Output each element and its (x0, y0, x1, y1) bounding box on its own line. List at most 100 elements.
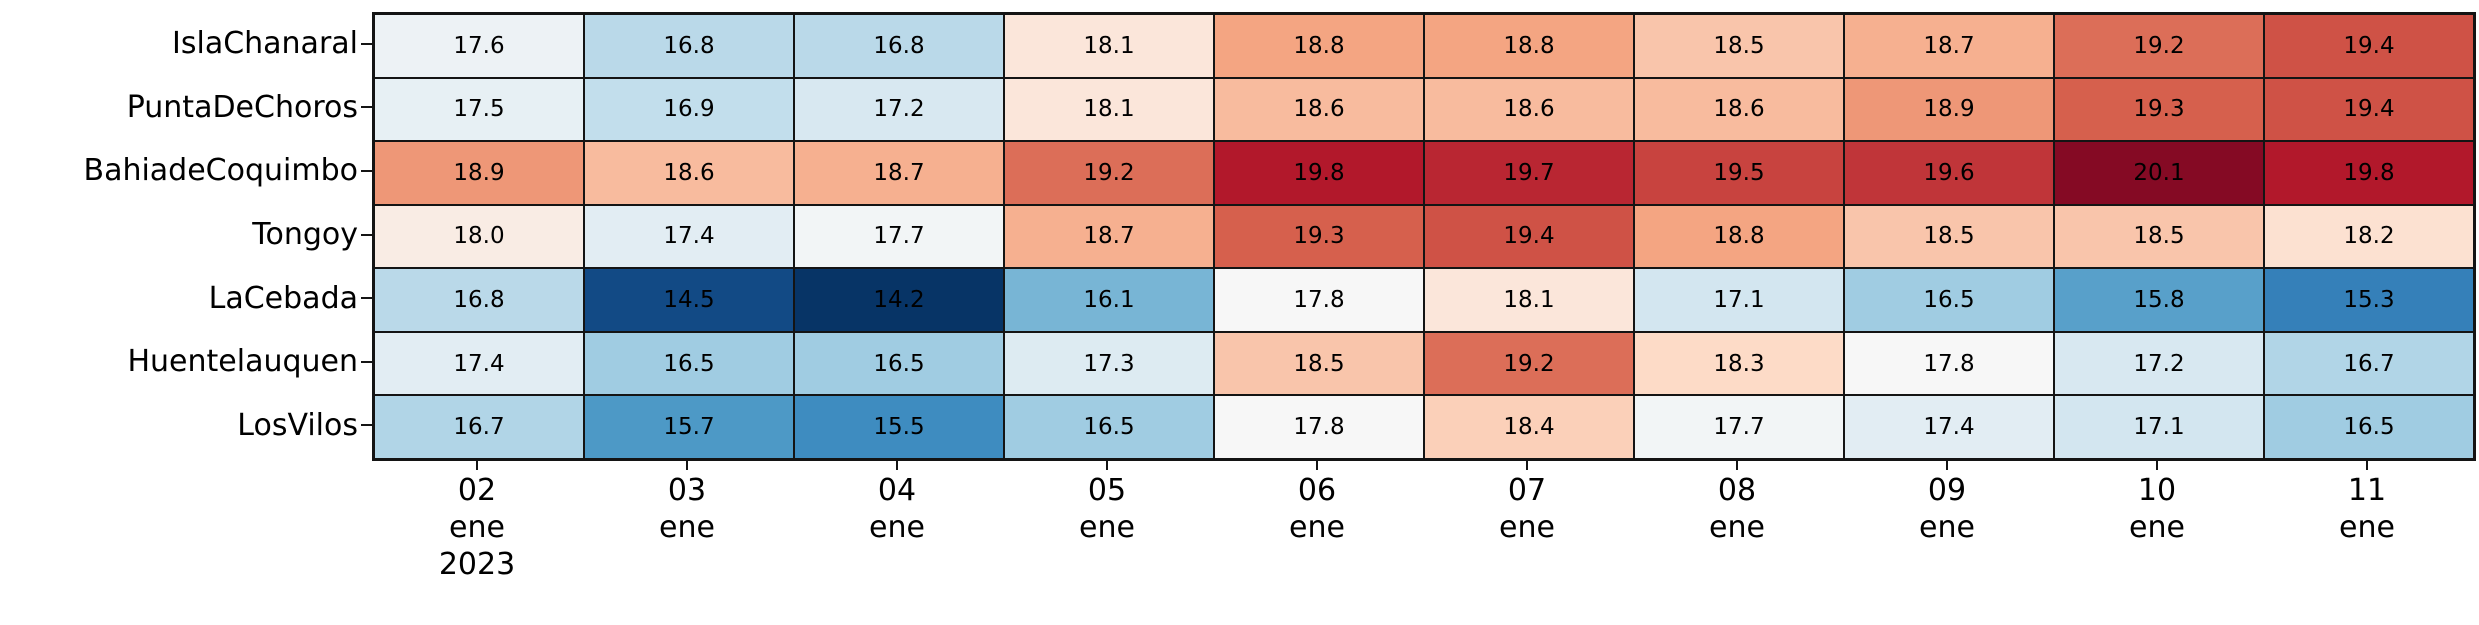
heatmap-cell-r3-c10: 19.8 (2264, 141, 2474, 205)
heatmap-cell-r7-c3: 15.5 (794, 395, 1004, 459)
heatmap-cell-r3-c4: 19.2 (1004, 141, 1214, 205)
x-tick-label-line: ene (449, 510, 505, 545)
heatmap-cell-r2-c4: 18.1 (1004, 77, 1214, 142)
x-tick-label: 07 ene (1422, 472, 1632, 546)
heatmap-cell-r5-c2: 14.5 (584, 268, 794, 332)
y-tick-label: LaCebada (208, 280, 358, 316)
heatmap-cell-r1-c4: 18.1 (1004, 14, 1214, 78)
heatmap-cell-r2-c5: 18.6 (1214, 77, 1424, 142)
heatmap-cell-r3-c5: 19.8 (1214, 141, 1424, 205)
x-tick-mark (686, 459, 688, 470)
heatmap-cell-r4-c1: 18.0 (374, 204, 584, 269)
heatmap-cell-r4-c10: 18.2 (2264, 204, 2474, 269)
heatmap-cell-r4-c4: 18.7 (1004, 204, 1214, 269)
x-tick-label: 10 ene (2052, 472, 2262, 546)
heatmap-cell-r6-c3: 16.5 (794, 331, 1004, 396)
x-tick-mark (2156, 459, 2158, 470)
x-tick-label: 11 ene (2262, 472, 2472, 546)
x-tick-label-line: 2023 (438, 547, 516, 582)
heatmap-cell-r4-c3: 17.7 (794, 204, 1004, 269)
heatmap-cell-r5-c7: 17.1 (1634, 268, 1844, 332)
y-tick-label: BahiadeCoquimbo (83, 153, 358, 189)
heatmap-cell-r3-c1: 18.9 (374, 141, 584, 205)
heatmap-cell-r2-c1: 17.5 (374, 77, 584, 142)
heatmap-cell-r1-c6: 18.8 (1424, 14, 1634, 78)
x-tick-label-line: 04 (877, 473, 917, 508)
x-tick-label-line: 07 (1507, 473, 1547, 508)
heatmap-cell-r3-c7: 19.5 (1634, 141, 1844, 205)
x-tick-label-line: ene (2339, 510, 2395, 545)
heatmap-cell-r2-c9: 19.3 (2054, 77, 2264, 142)
heatmap-cell-r1-c5: 18.8 (1214, 14, 1424, 78)
x-tick-label-line: 05 (1087, 473, 1127, 508)
x-tick-label-line: ene (1709, 510, 1765, 545)
heatmap-cell-r6-c1: 17.4 (374, 331, 584, 396)
heatmap-cell-r6-c8: 17.8 (1844, 331, 2054, 396)
x-tick-label: 06 ene (1212, 472, 1422, 546)
y-tick-label: PuntaDeChoros (126, 89, 358, 125)
heatmap-cell-r1-c2: 16.8 (584, 14, 794, 78)
x-tick-label-line: ene (1079, 510, 1135, 545)
x-tick-label-line: ene (659, 510, 715, 545)
heatmap-cell-r5-c3: 14.2 (794, 268, 1004, 332)
x-tick-mark (2366, 459, 2368, 470)
heatmap-cell-r5-c5: 17.8 (1214, 268, 1424, 332)
heatmap-cell-r6-c2: 16.5 (584, 331, 794, 396)
x-tick-label-line: ene (1499, 510, 1555, 545)
heatmap-cell-r6-c9: 17.2 (2054, 331, 2264, 396)
heatmap-cell-r2-c8: 18.9 (1844, 77, 2054, 142)
heatmap-cell-r6-c5: 18.5 (1214, 331, 1424, 396)
y-tick-mark (361, 233, 372, 236)
heatmap-cell-r3-c2: 18.6 (584, 141, 794, 205)
y-tick-label: IslaChanaral (172, 26, 358, 62)
heatmap-cell-r7-c1: 16.7 (374, 395, 584, 459)
heatmap-cell-r5-c10: 15.3 (2264, 268, 2474, 332)
y-tick-mark (361, 42, 372, 45)
heatmap-cell-r6-c7: 18.3 (1634, 331, 1844, 396)
heatmap-cell-r5-c1: 16.8 (374, 268, 584, 332)
x-tick-label: 09 ene (1842, 472, 2052, 546)
y-tick-mark (361, 360, 372, 363)
x-tick-label: 05 ene (1002, 472, 1212, 546)
y-tick-label: LosVilos (237, 407, 358, 443)
heatmap-cell-r4-c5: 19.3 (1214, 204, 1424, 269)
x-tick-label: 02 ene 2023 (372, 472, 582, 583)
x-tick-label-line: 10 (2137, 473, 2177, 508)
heatmap-cell-r5-c6: 18.1 (1424, 268, 1634, 332)
x-tick-label-line: ene (2129, 510, 2185, 545)
heatmap-cell-r5-c9: 15.8 (2054, 268, 2264, 332)
x-tick-mark (896, 459, 898, 470)
y-tick-mark (361, 297, 372, 300)
heatmap-cell-r7-c4: 16.5 (1004, 395, 1214, 459)
heatmap-cell-r5-c4: 16.1 (1004, 268, 1214, 332)
heatmap-cell-r2-c2: 16.9 (584, 77, 794, 142)
heatmap-cell-r2-c7: 18.6 (1634, 77, 1844, 142)
heatmap-grid: 17.6 16.8 16.8 18.1 18.8 18.8 18.5 18.7 19.2 19.4… (372, 12, 2476, 461)
heatmap-cell-r2-c6: 18.6 (1424, 77, 1634, 142)
heatmap-cell-r3-c3: 18.7 (794, 141, 1004, 205)
x-tick-mark (1736, 459, 1738, 470)
x-tick-label-line: 06 (1297, 473, 1337, 508)
heatmap-cell-r3-c6: 19.7 (1424, 141, 1634, 205)
heatmap-cell-r7-c9: 17.1 (2054, 395, 2264, 459)
heatmap-cell-r2-c10: 19.4 (2264, 77, 2474, 142)
heatmap-cell-r2-c3: 17.2 (794, 77, 1004, 142)
x-tick-mark (476, 459, 478, 470)
heatmap-cell-r4-c7: 18.8 (1634, 204, 1844, 269)
heatmap-cell-r6-c6: 19.2 (1424, 331, 1634, 396)
x-tick-label-line: ene (869, 510, 925, 545)
x-tick-mark (1526, 459, 1528, 470)
x-tick-label: 03 ene (582, 472, 792, 546)
heatmap-cell-r6-c10: 16.7 (2264, 331, 2474, 396)
heatmap-cell-r7-c7: 17.7 (1634, 395, 1844, 459)
x-tick-mark (1316, 459, 1318, 470)
x-tick-label-line: 09 (1927, 473, 1967, 508)
y-tick-mark (361, 169, 372, 172)
x-tick-mark (1106, 459, 1108, 470)
y-tick-label: Tongoy (252, 216, 358, 252)
heatmap-cell-r6-c4: 17.3 (1004, 331, 1214, 396)
y-tick-mark (361, 424, 372, 427)
heatmap-cell-r7-c6: 18.4 (1424, 395, 1634, 459)
x-tick-label-line: ene (1919, 510, 1975, 545)
